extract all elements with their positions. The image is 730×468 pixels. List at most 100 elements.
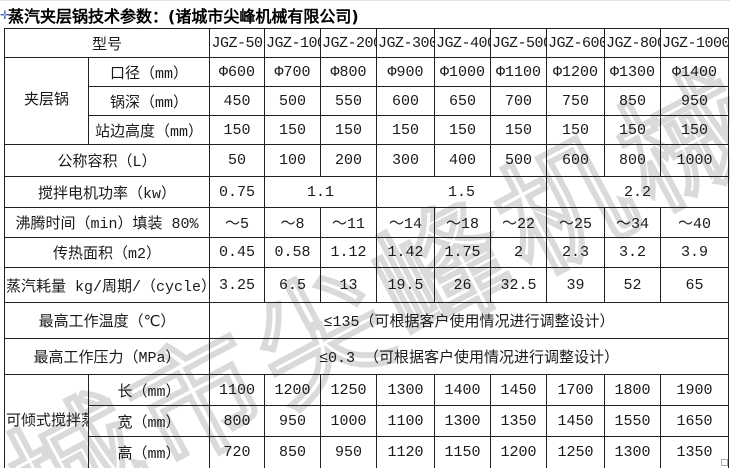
table-row: 沸腾时间（min）填装 80% ～5 ～8 ～11 ～14 ～18 ～22 ～2…: [3, 207, 730, 238]
cell: ～40: [660, 207, 730, 238]
cell: ～18: [434, 207, 492, 238]
cell: 720: [209, 436, 266, 468]
cell: 950: [264, 405, 322, 437]
cell: 6.5: [264, 267, 322, 303]
table-row: 站边高度（mm） 150 150 150 150 150 150 150 150…: [5, 115, 730, 145]
model-col: JGZ-600: [546, 28, 606, 58]
cell: 600: [546, 144, 606, 177]
cell: 1300: [376, 374, 436, 406]
cell: ≤0.3 （可根据客户使用情况进行调整设计）: [209, 338, 730, 375]
cell: ～34: [604, 207, 662, 238]
table-row: 宽（mm） 800 950 1000 1100 1300 1350 1450 1…: [5, 405, 730, 437]
top-edge-line: [0, 0, 730, 1]
cell: ～22: [490, 207, 548, 238]
cell: 750: [546, 86, 606, 116]
cell: 2.3: [546, 237, 606, 268]
table-resize-handle[interactable]: [721, 459, 728, 466]
row-label: 最高工作压力（MPa）: [3, 338, 211, 375]
table-row: 公称容积（L） 50 100 200 300 400 500 600 800 1…: [3, 144, 730, 177]
cell: 100: [264, 144, 322, 177]
row-label: 高（mm）: [87, 436, 211, 468]
cell: ～11: [320, 207, 378, 238]
cell: Φ1000: [434, 57, 492, 87]
table-row: 最高工作压力（MPa） ≤0.3 （可根据客户使用情况进行调整设计）: [3, 338, 730, 375]
cell: 650: [434, 86, 492, 116]
cell: 1250: [320, 374, 378, 406]
cell: 1120: [376, 436, 436, 468]
spec-table: 型号 JGZ-50 JGZ-100 JGZ-200 JGZ-300 JGZ-40…: [3, 28, 730, 468]
cell: Φ1100: [490, 57, 548, 87]
cell: 1200: [490, 436, 548, 468]
model-col: JGZ-800: [604, 28, 662, 58]
row-label: 站边高度（mm）: [87, 115, 211, 145]
cell: Φ1200: [546, 57, 606, 87]
model-col: JGZ-300: [376, 28, 436, 58]
table-row: 高（mm） 720 850 950 1120 1150 1200 1250 13…: [5, 436, 730, 468]
cell: 150: [264, 115, 322, 145]
cell: 1900: [660, 374, 730, 406]
cell: 1150: [434, 436, 492, 468]
cell: 150: [434, 115, 492, 145]
cell: 1250: [546, 436, 606, 468]
cell: 0.58: [264, 237, 322, 268]
cell: 850: [604, 86, 662, 116]
model-col: JGZ-500: [490, 28, 548, 58]
table-row: 蒸汽耗量 kg/周期/（cycle） 3.25 6.5 13 19.5 26 3…: [3, 267, 730, 303]
cell: 450: [209, 86, 266, 116]
cell: ≤135（可根据客户使用情况进行调整设计）: [209, 302, 730, 339]
cell: 2.2: [546, 176, 730, 208]
cell: 1550: [604, 405, 662, 437]
cell: 950: [320, 436, 378, 468]
cell: 1800: [604, 374, 662, 406]
cell: Φ1400: [660, 57, 730, 87]
model-col: JGZ-100: [264, 28, 322, 58]
cell: 32.5: [490, 267, 548, 303]
cell: 1000: [320, 405, 378, 437]
cell: 150: [209, 115, 266, 145]
cell: 800: [604, 144, 662, 177]
table-select-handle-icon[interactable]: ✛: [0, 8, 11, 22]
cell: 150: [490, 115, 548, 145]
cell: 150: [376, 115, 436, 145]
cell: 1450: [546, 405, 606, 437]
cell: 150: [604, 115, 662, 145]
cell: 200: [320, 144, 378, 177]
cell: 500: [490, 144, 548, 177]
cell: 1.5: [376, 176, 548, 208]
cell: Φ900: [376, 57, 436, 87]
cell: Φ800: [320, 57, 378, 87]
cell: 3.25: [209, 267, 266, 303]
cell: 1700: [546, 374, 606, 406]
group-cell-pot: 夹层锅: [4, 57, 89, 145]
row-label: 传热面积（m2）: [3, 237, 211, 268]
cell: 600: [376, 86, 436, 116]
cell: ～5: [209, 207, 266, 238]
cell: 3.9: [660, 237, 730, 268]
cell: Φ600: [209, 57, 266, 87]
cell: 1.75: [434, 237, 492, 268]
model-header-cell: 型号: [3, 28, 211, 58]
table-row: 最高工作温度（℃） ≤135（可根据客户使用情况进行调整设计）: [3, 302, 730, 339]
model-col: JGZ-400: [434, 28, 492, 58]
cell: 1450: [490, 374, 548, 406]
cell: 150: [546, 115, 606, 145]
page-title: 蒸汽夹层锅技术参数：(诸城市尖峰机械有限公司): [8, 7, 359, 26]
model-col: JGZ-200: [320, 28, 378, 58]
cell: 65: [660, 267, 730, 303]
cell: 1300: [604, 436, 662, 468]
cell: ～8: [264, 207, 322, 238]
table-row: 传热面积（m2） 0.45 0.58 1.12 1.42 1.75 2 2.3 …: [3, 237, 730, 268]
cell: 800: [209, 405, 266, 437]
cell: 300: [376, 144, 436, 177]
cell: 39: [546, 267, 606, 303]
cell: 0.75: [209, 176, 266, 208]
cell: 1.1: [264, 176, 378, 208]
cell: 550: [320, 86, 378, 116]
table-row: 锅深（mm） 450 500 550 600 650 700 750 850 9…: [5, 86, 730, 116]
cell: 850: [264, 436, 322, 468]
table-row: 可倾式搅拌蒸汽夹层锅外形尺寸 长（mm） 1100 1200 1250 1300…: [4, 374, 730, 468]
cell: 52: [604, 267, 662, 303]
cell: Φ700: [264, 57, 322, 87]
cell: 1200: [264, 374, 322, 406]
